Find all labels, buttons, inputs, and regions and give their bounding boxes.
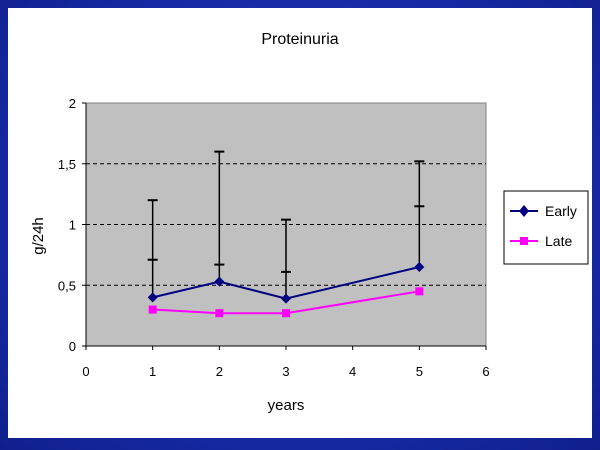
x-tick-label: 5 bbox=[416, 364, 423, 379]
series-line-late bbox=[152, 290, 420, 315]
data-point-late bbox=[415, 287, 424, 296]
x-tick-label: 1 bbox=[149, 364, 156, 379]
legend-late-marker bbox=[520, 237, 528, 245]
y-tick-label: 2 bbox=[69, 96, 76, 111]
chart-area: 0 0,5 1 1,5 2 0 1 2 3 4 5 6 Proteinuria years g/24h… bbox=[8, 8, 592, 438]
x-axis-label: years bbox=[268, 397, 305, 414]
data-point-early bbox=[147, 292, 158, 303]
data-point-late bbox=[282, 309, 290, 318]
y-tick-label: 1 bbox=[69, 218, 76, 233]
y-tick-label: 0 bbox=[69, 339, 76, 354]
legend-early-marker bbox=[519, 205, 529, 217]
legend: Early Late bbox=[503, 190, 589, 265]
x-tick-label: 0 bbox=[82, 364, 89, 379]
data-point-late bbox=[215, 309, 224, 318]
data-point-late bbox=[148, 305, 157, 314]
chart-title: Proteinuria bbox=[261, 31, 338, 48]
proteinuria-chart: 0 0,5 1 1,5 2 0 1 2 3 4 5 6 Proteinuria years g/24h… bbox=[30, 31, 589, 414]
y-axis-label: g/24h bbox=[30, 217, 47, 255]
legend-box bbox=[503, 190, 589, 265]
y-tick-label: 1,5 bbox=[58, 157, 76, 172]
data-point-early bbox=[214, 276, 225, 287]
y-tick-label: 0,5 bbox=[58, 278, 76, 293]
legend-early-label: Early bbox=[545, 203, 577, 219]
series-line-early bbox=[152, 266, 420, 300]
data-point-early bbox=[414, 262, 425, 273]
data-point-early bbox=[281, 293, 291, 304]
x-tick-label: 2 bbox=[216, 364, 223, 379]
legend-late-label: Late bbox=[545, 233, 572, 249]
x-tick-label: 6 bbox=[482, 364, 489, 379]
x-tick-label: 4 bbox=[349, 364, 356, 379]
x-tick-label: 3 bbox=[282, 364, 289, 379]
